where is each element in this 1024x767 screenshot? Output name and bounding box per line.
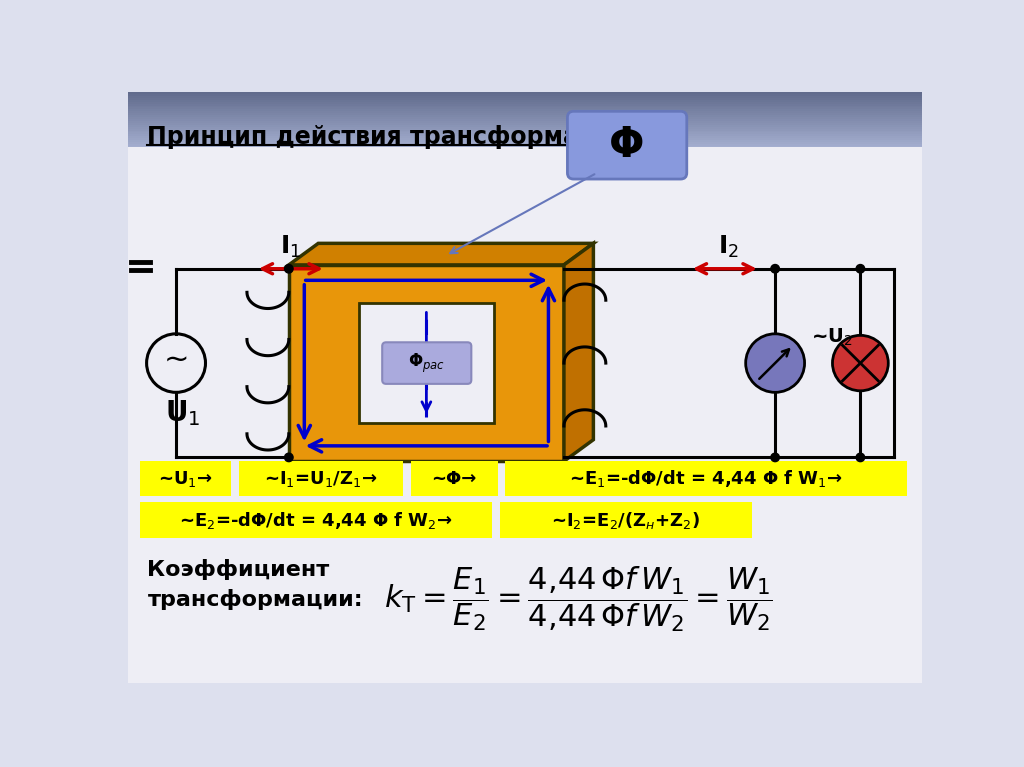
Bar xyxy=(128,137,922,138)
Bar xyxy=(358,304,495,423)
Bar xyxy=(128,92,922,94)
Text: Φ: Φ xyxy=(609,124,645,166)
Text: ~E$_1$=-dΦ/dt = 4,44 Φ f W$_1$→: ~E$_1$=-dΦ/dt = 4,44 Φ f W$_1$→ xyxy=(569,468,843,489)
Bar xyxy=(289,265,564,461)
Bar xyxy=(128,114,922,115)
Bar xyxy=(128,110,922,111)
Bar xyxy=(128,102,922,104)
Circle shape xyxy=(285,453,293,462)
Text: ~U$_1$→: ~U$_1$→ xyxy=(158,469,213,489)
Text: ~E$_2$=-dΦ/dt = 4,44 Φ f W$_2$→: ~E$_2$=-dΦ/dt = 4,44 Φ f W$_2$→ xyxy=(179,509,453,531)
Text: ~U$_2$: ~U$_2$ xyxy=(811,327,852,348)
Circle shape xyxy=(856,453,864,462)
Text: Φ$_{рас}$: Φ$_{рас}$ xyxy=(408,351,444,375)
Circle shape xyxy=(745,334,805,393)
Bar xyxy=(128,121,922,123)
Bar xyxy=(128,117,922,119)
Polygon shape xyxy=(564,243,593,461)
Bar xyxy=(128,123,922,125)
Bar xyxy=(128,127,922,129)
Bar xyxy=(128,115,922,117)
Bar xyxy=(128,119,922,121)
Bar xyxy=(128,134,922,137)
Bar xyxy=(128,107,922,110)
Polygon shape xyxy=(289,243,593,265)
Circle shape xyxy=(771,265,779,273)
Bar xyxy=(128,142,922,144)
Text: Коэффициент
трансформации:: Коэффициент трансформации: xyxy=(147,559,362,610)
FancyBboxPatch shape xyxy=(139,502,493,538)
Bar xyxy=(128,98,922,100)
Bar xyxy=(128,96,922,98)
Text: ~I$_1$=U$_1$/Z$_1$→: ~I$_1$=U$_1$/Z$_1$→ xyxy=(264,469,378,489)
Text: ~Φ→: ~Φ→ xyxy=(431,469,477,488)
Text: $k_{\mathrm{T}} = \dfrac{E_1}{E_2} = \dfrac{4{,}44\,\Phi f\,W_1}{4{,}44\,\Phi f\: $k_{\mathrm{T}} = \dfrac{E_1}{E_2} = \df… xyxy=(384,565,773,634)
FancyBboxPatch shape xyxy=(382,342,471,384)
Bar xyxy=(128,140,922,142)
Circle shape xyxy=(856,265,864,273)
Circle shape xyxy=(771,453,779,462)
FancyBboxPatch shape xyxy=(567,111,687,179)
Bar xyxy=(128,125,922,127)
Bar xyxy=(128,138,922,140)
FancyBboxPatch shape xyxy=(411,461,498,496)
Circle shape xyxy=(833,335,888,391)
FancyBboxPatch shape xyxy=(500,502,752,538)
Circle shape xyxy=(285,265,293,273)
Bar xyxy=(128,148,922,150)
Bar xyxy=(128,129,922,130)
Bar xyxy=(128,146,922,148)
FancyBboxPatch shape xyxy=(239,461,403,496)
Bar xyxy=(128,111,922,114)
Text: ~: ~ xyxy=(163,345,188,374)
Bar xyxy=(128,100,922,102)
Bar xyxy=(128,94,922,96)
FancyBboxPatch shape xyxy=(506,461,907,496)
Text: I$_2$: I$_2$ xyxy=(718,234,739,260)
Bar xyxy=(128,144,922,146)
Text: ~I$_2$=E$_2$/(Z$_н$+Z$_2$): ~I$_2$=E$_2$/(Z$_н$+Z$_2$) xyxy=(552,509,700,531)
Text: Принцип действия трансформатора: Принцип действия трансформатора xyxy=(147,126,642,150)
FancyBboxPatch shape xyxy=(139,461,231,496)
Text: U$_1$: U$_1$ xyxy=(165,398,200,428)
Text: I$_1$: I$_1$ xyxy=(281,234,301,260)
Bar xyxy=(128,104,922,106)
Bar xyxy=(128,133,922,134)
Bar xyxy=(128,106,922,107)
Bar xyxy=(128,130,922,133)
